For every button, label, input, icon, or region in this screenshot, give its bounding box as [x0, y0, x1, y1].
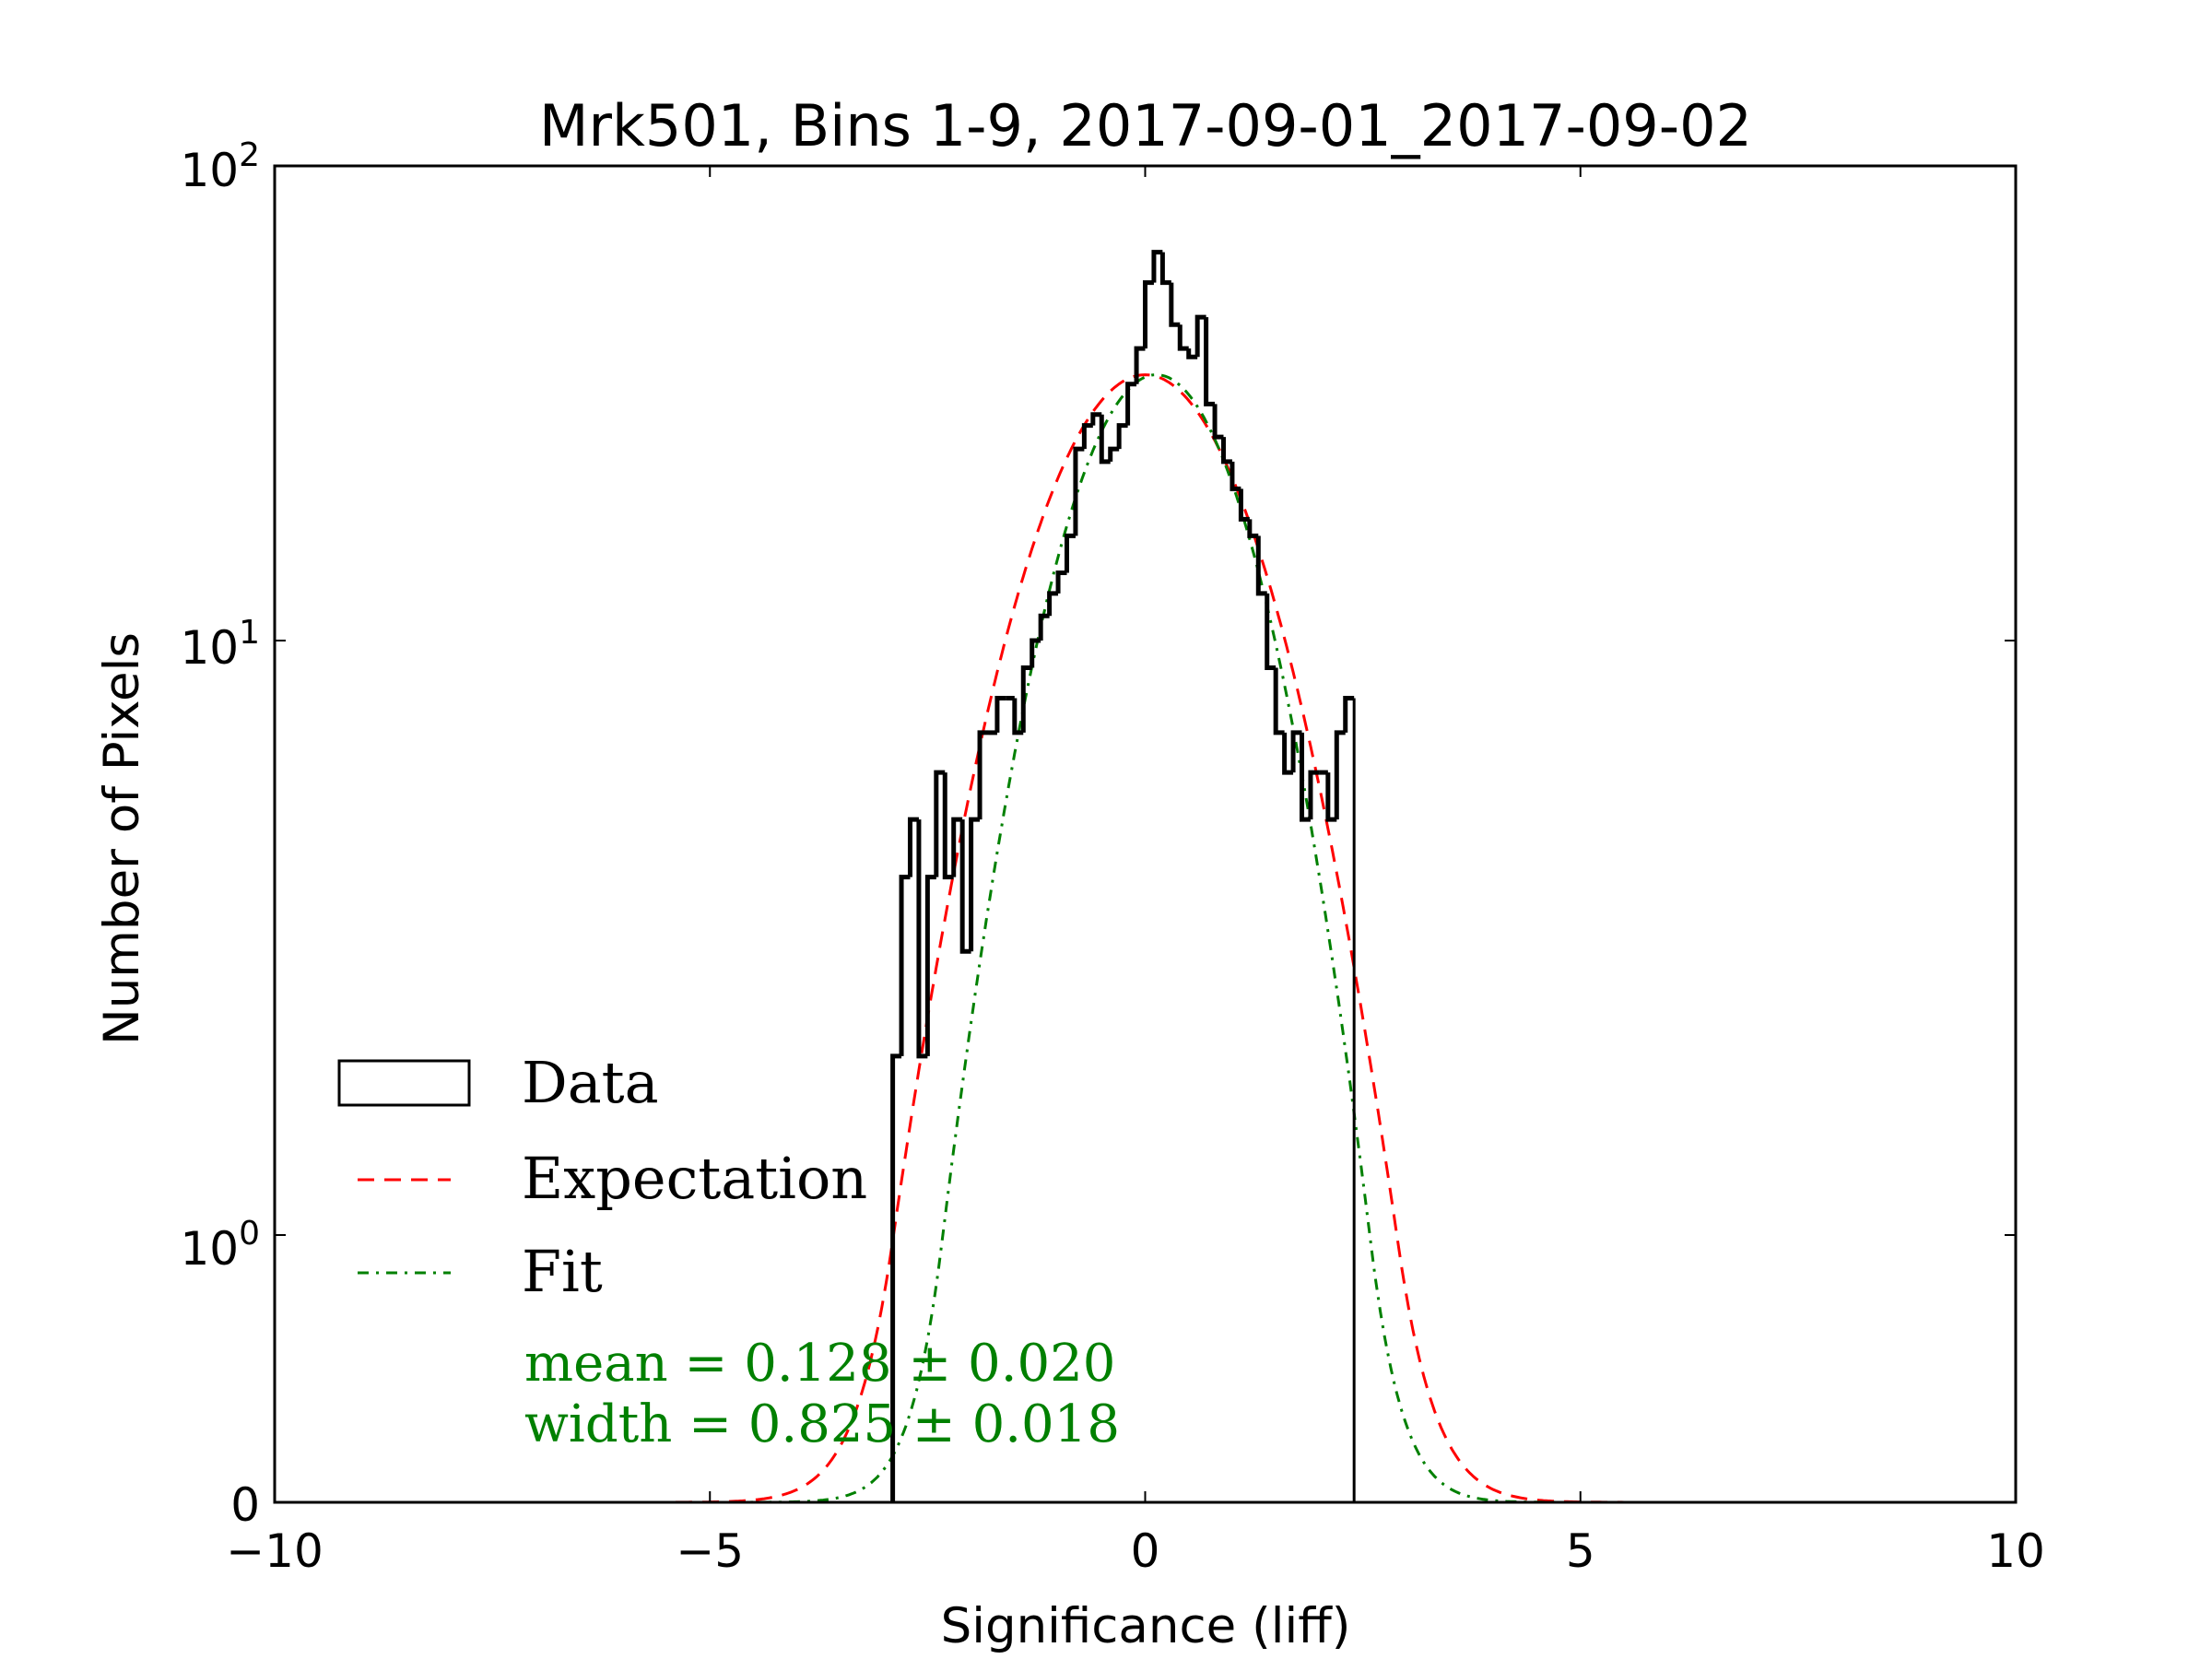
histogram-bin [1204, 317, 1216, 406]
histogram-bin [1108, 446, 1120, 462]
data-histogram [890, 250, 1356, 1502]
x-tick-labels: −10 −5 0 5 10 [226, 1524, 2045, 1578]
histogram-bin [1090, 412, 1102, 426]
x-axis-label: Significance (liff) [941, 1598, 1351, 1654]
histogram-bin [942, 772, 954, 880]
x-tick-label: −10 [226, 1524, 324, 1578]
x-tick-label: 10 [1986, 1524, 2045, 1578]
histogram-bin [1012, 698, 1024, 735]
y-tick-labels: 0 100 101 102 [180, 136, 260, 1532]
histogram-bin [1125, 382, 1137, 426]
histogram-bin [1020, 665, 1032, 733]
legend-data-swatch [337, 1059, 471, 1107]
histogram-bin [1308, 770, 1320, 820]
histogram-bin [1159, 252, 1171, 286]
histogram-bin [1273, 667, 1285, 735]
histogram-bin [1143, 280, 1154, 349]
fit-mean-annotation: mean = 0.128 ± 0.020 [524, 1334, 1115, 1394]
histogram-bin [969, 817, 981, 952]
histogram-bin [1282, 732, 1294, 775]
histogram-bin [1186, 348, 1198, 359]
histogram-bin [951, 817, 963, 877]
legend-data-label: Data [522, 1049, 659, 1116]
histogram-bin [1238, 488, 1250, 522]
histogram-bin [1265, 593, 1277, 671]
chart-title: Mrk501, Bins 1-9, 2017-09-01_2017-09-02 [539, 92, 1752, 159]
histogram-bin [1221, 437, 1232, 465]
y-axis-label: Number of Pixels [94, 632, 150, 1045]
y-tick-label-0: 0 [230, 1478, 260, 1532]
legend-fit-label: Fit [522, 1238, 603, 1305]
histogram-bin [1038, 613, 1050, 641]
y-tick-label-10: 101 [180, 614, 260, 675]
x-tick-label: 5 [1566, 1524, 1595, 1578]
histogram-bin [899, 875, 911, 1056]
histogram-bin [924, 875, 936, 1056]
histogram-bin [1300, 732, 1311, 822]
x-tick-label: 0 [1131, 1524, 1160, 1578]
histogram-bin [994, 696, 1006, 733]
histogram-bin [1325, 772, 1337, 822]
axis-ticks [274, 166, 2017, 1503]
y-tick-label-100: 102 [180, 136, 260, 197]
histogram-bin [1230, 461, 1241, 491]
histogram-bin [1081, 423, 1093, 450]
y-tick-label-1: 100 [180, 1215, 260, 1276]
histogram-bin [907, 817, 919, 877]
histogram-bin [959, 819, 971, 954]
histogram-bin [1064, 533, 1076, 573]
histogram-bin [1247, 519, 1259, 538]
histogram-bin [1334, 730, 1346, 820]
histogram-bin [1151, 250, 1163, 283]
histogram-bin [1134, 346, 1146, 384]
x-tick-label: −5 [676, 1524, 744, 1578]
histogram-bin [1169, 282, 1181, 327]
histogram-bin [1055, 571, 1067, 594]
histogram-bin [1290, 730, 1302, 773]
histogram-bin [934, 770, 946, 877]
histogram-bin [1343, 696, 1355, 733]
legend-expectation-label: Expectation [522, 1145, 867, 1212]
histogram-bin [916, 819, 928, 1059]
histogram-bin [1030, 638, 1041, 668]
histogram-bin [1116, 423, 1128, 450]
histogram-bin [977, 730, 989, 820]
histogram-bin [1194, 314, 1206, 358]
histogram-bin [1073, 446, 1085, 536]
histogram-bin [1047, 591, 1059, 617]
legend: Data Expectation Fit [337, 1049, 867, 1305]
fit-width-annotation: width = 0.825 ± 0.018 [524, 1394, 1120, 1454]
histogram-bin [1177, 324, 1189, 351]
histogram-bin [1212, 404, 1224, 440]
histogram-bin [1255, 535, 1267, 596]
histogram-bin [890, 1053, 902, 1502]
histogram-bin [1099, 414, 1111, 465]
